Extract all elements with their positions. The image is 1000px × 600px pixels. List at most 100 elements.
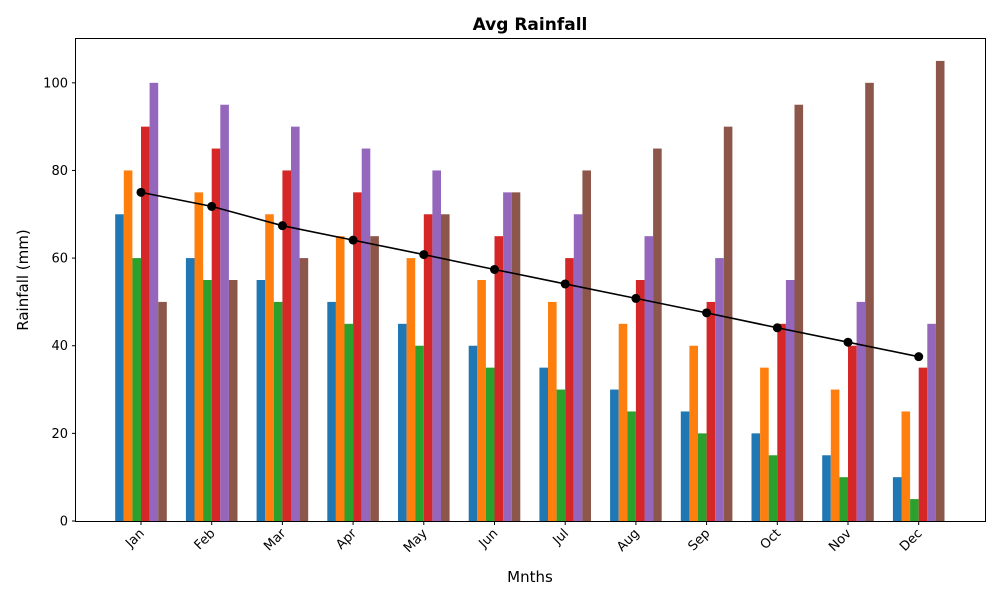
trend-point-feb — [207, 201, 217, 211]
bar-series-4-dec — [918, 367, 928, 521]
bar-series-2-aug — [618, 323, 628, 521]
trend-point-jul — [560, 279, 570, 289]
x-tick-label-jul: Jul — [550, 526, 572, 548]
bar-series-4-apr — [353, 192, 362, 522]
bar-series-5-oct — [785, 280, 795, 521]
x-tick-label-mar: Mar — [261, 526, 289, 554]
bar-series-1-aug — [610, 389, 619, 521]
bar-series-2-apr — [335, 236, 345, 521]
x-tick-label-nov: Nov — [826, 526, 855, 555]
bar-series-4-oct — [777, 323, 786, 521]
bar-series-4-mar — [282, 170, 291, 521]
trend-point-nov — [843, 337, 853, 347]
x-tick-label-dec: Dec — [897, 526, 925, 554]
trend-line-group — [136, 187, 924, 362]
bar-series-5-feb — [220, 104, 229, 521]
y-axis-label: Rainfall (mm) — [14, 229, 32, 330]
bar-series-3-jan — [132, 258, 141, 521]
bar-series-3-aug — [627, 411, 636, 521]
bar-series-5-apr — [361, 148, 371, 522]
bar-series-2-sep — [689, 345, 698, 521]
bar-group — [115, 60, 945, 522]
bar-series-1-sep — [680, 411, 690, 521]
bar-series-5-nov — [856, 301, 866, 521]
bar-series-1-jan — [115, 214, 124, 521]
y-tick-label-60: 60 — [51, 252, 68, 267]
bar-series-5-aug — [644, 236, 654, 521]
bar-series-3-dec — [910, 499, 919, 521]
bar-series-3-oct — [768, 455, 778, 521]
bar-series-4-jul — [565, 258, 574, 521]
trend-point-jan — [136, 187, 146, 197]
x-tick-label-feb: Feb — [192, 526, 219, 553]
y-tick-label-40: 40 — [51, 339, 68, 354]
bar-series-6-aug — [653, 148, 662, 522]
bar-series-1-mar — [256, 280, 266, 521]
bar-series-6-may — [441, 214, 450, 521]
bar-series-5-jun — [503, 192, 512, 522]
bar-series-6-nov — [865, 82, 874, 521]
trend-line — [140, 191, 919, 358]
x-tick-label-apr: Apr — [333, 526, 360, 553]
y-tick-label-20: 20 — [51, 427, 68, 442]
bar-series-2-dec — [901, 411, 911, 521]
trend-point-oct — [772, 323, 782, 333]
trend-point-jun — [490, 264, 499, 274]
y-tick-label-100: 100 — [43, 76, 68, 91]
bar-series-1-jul — [539, 367, 548, 521]
bar-series-5-mar — [291, 126, 300, 521]
bar-series-5-may — [432, 170, 441, 521]
x-tick-label-oct: Oct — [758, 526, 785, 553]
bar-series-4-jan — [141, 126, 150, 521]
trend-point-mar — [277, 221, 287, 231]
trend-point-dec — [914, 352, 924, 362]
trend-point-may — [419, 250, 429, 260]
bar-series-4-nov — [848, 345, 857, 521]
bar-series-2-nov — [830, 389, 840, 521]
bar-series-4-aug — [635, 280, 645, 521]
bar-series-6-jul — [582, 170, 591, 521]
y-tick-label-80: 80 — [51, 164, 68, 179]
bar-series-5-jan — [149, 82, 159, 521]
bar-series-6-sep — [723, 126, 733, 521]
bar-series-4-feb — [211, 148, 221, 522]
bar-series-5-sep — [715, 258, 724, 521]
bar-series-1-apr — [327, 301, 336, 521]
bar-series-1-jun — [468, 345, 478, 521]
bar-series-6-dec — [935, 60, 945, 521]
bar-series-3-jun — [485, 367, 495, 521]
bar-series-6-feb — [228, 280, 238, 521]
bar-series-6-jun — [511, 192, 521, 522]
x-tick-label-may: May — [401, 526, 431, 556]
bar-series-3-sep — [698, 433, 707, 521]
bar-series-2-jul — [548, 301, 557, 521]
x-tick-label-jun: Jun — [476, 526, 502, 552]
bar-series-4-may — [423, 214, 433, 521]
chart-title: Avg Rainfall — [473, 15, 588, 35]
bar-series-3-nov — [839, 477, 848, 521]
bar-series-6-jan — [158, 301, 167, 521]
bar-series-5-dec — [927, 323, 936, 521]
bar-series-1-may — [398, 323, 407, 521]
bar-series-2-jan — [123, 170, 133, 521]
bar-series-2-feb — [194, 192, 204, 522]
bar-series-1-dec — [892, 477, 902, 521]
trend-point-apr — [348, 235, 358, 245]
trend-point-sep — [702, 308, 712, 318]
bar-series-4-sep — [706, 301, 716, 521]
x-tick-label-sep: Sep — [685, 526, 713, 554]
x-axis-label: Mnths — [507, 568, 553, 586]
y-tick-label-0: 0 — [60, 515, 68, 530]
bar-series-3-feb — [203, 280, 212, 521]
bar-series-3-may — [415, 345, 424, 521]
bar-series-4-jun — [494, 236, 504, 521]
bar-series-2-oct — [760, 367, 769, 521]
bar-series-6-oct — [794, 104, 804, 521]
bar-series-1-feb — [185, 258, 195, 521]
bar-series-1-oct — [751, 433, 761, 521]
plot-frame — [75, 38, 986, 522]
x-tick-label-aug: Aug — [614, 526, 643, 555]
bar-series-1-nov — [822, 455, 831, 521]
